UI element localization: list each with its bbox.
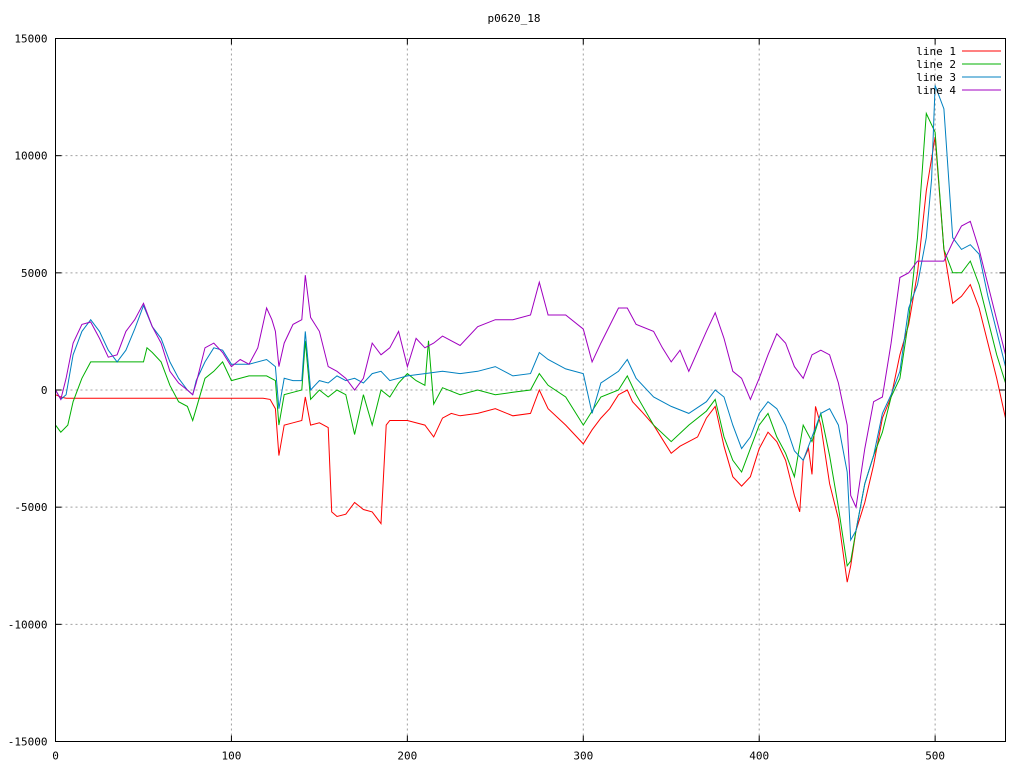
series-line-2 bbox=[55, 111, 1006, 568]
y-tick-label: -15000 bbox=[8, 736, 48, 749]
x-tick-label: 200 bbox=[397, 750, 417, 763]
y-tick-label: 0 bbox=[41, 384, 48, 397]
x-tick-label: 0 bbox=[52, 750, 59, 763]
legend-label: line 3 bbox=[916, 71, 956, 84]
x-tick-label: 500 bbox=[925, 750, 945, 763]
y-tick-label: -5000 bbox=[14, 501, 47, 514]
y-tick-label: 15000 bbox=[14, 33, 47, 46]
series-line-4 bbox=[55, 220, 1006, 509]
ticks: 0 100 200 300 400 500 -15000 -10000 -5000 0 5000 10… bbox=[8, 33, 1006, 763]
series-line-1 bbox=[55, 136, 1006, 583]
x-tick-label: 400 bbox=[749, 750, 769, 763]
grid bbox=[55, 38, 1006, 742]
x-tick-label: 300 bbox=[573, 750, 593, 763]
legend-label: line 2 bbox=[916, 58, 956, 71]
series-line-3 bbox=[55, 85, 1006, 542]
chart-title: p0620_18 bbox=[488, 12, 541, 25]
y-tick-label: 5000 bbox=[21, 267, 48, 280]
series-layer bbox=[55, 85, 1006, 583]
legend-label: line 1 bbox=[916, 45, 956, 58]
y-tick-label: 10000 bbox=[14, 150, 47, 163]
y-tick-label: -10000 bbox=[8, 618, 48, 631]
legend-label: line 4 bbox=[916, 84, 956, 97]
x-tick-label: 100 bbox=[221, 750, 241, 763]
